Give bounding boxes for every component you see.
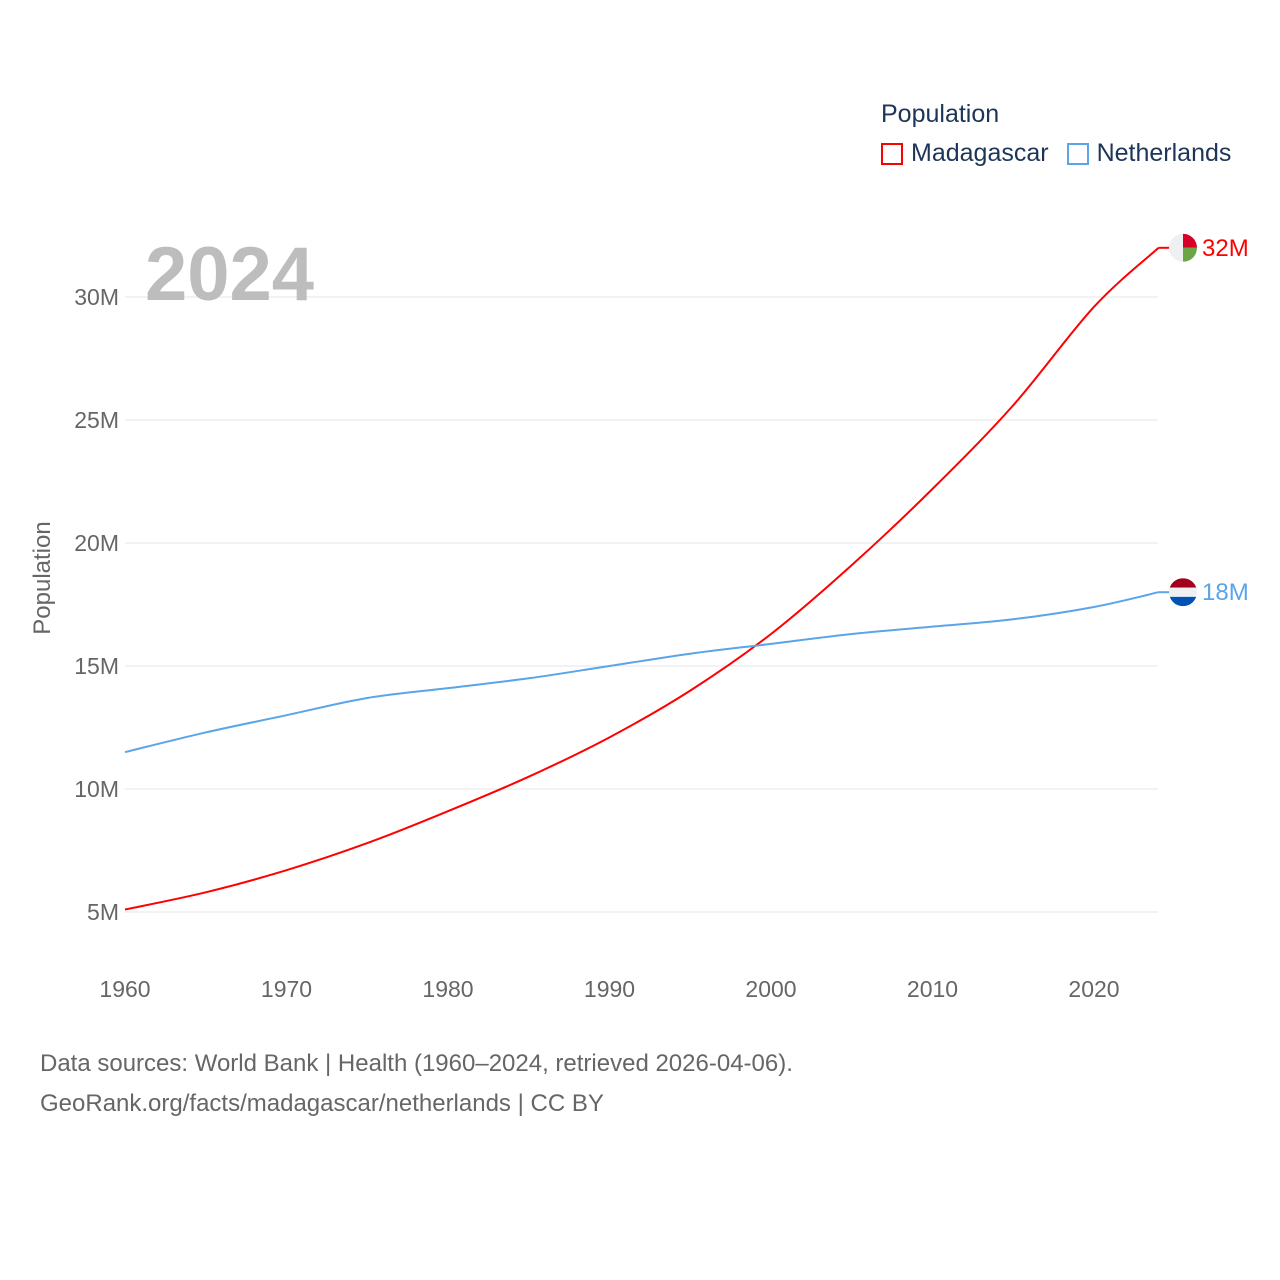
flag-red (1183, 233, 1197, 248)
attribution-link[interactable]: GeoRank.org/facts/madagascar/netherlands… (40, 1090, 604, 1117)
x-tick-label: 1990 (584, 976, 635, 1002)
legend-item-madagascar[interactable]: Madagascar (881, 139, 1049, 168)
legend-swatch-madagascar (881, 142, 903, 165)
y-axis-ticks: 5M 10M 15M 20M 25M 30M (74, 284, 119, 925)
x-tick-label: 2010 (907, 976, 958, 1002)
y-axis-label: Population (29, 521, 56, 634)
y-tick-label: 15M (74, 653, 119, 679)
netherlands-end-label: 18M (1202, 579, 1249, 606)
series-lines: 32M 18M (124, 233, 1249, 911)
madagascar-line (124, 247, 1160, 911)
y-tick-label: 10M (74, 776, 119, 802)
x-tick-label: 1980 (422, 976, 473, 1002)
netherlands-line (124, 591, 1159, 754)
x-tick-label: 2020 (1068, 976, 1119, 1002)
legend-swatch-netherlands (1066, 142, 1089, 165)
flag-green (1183, 247, 1197, 262)
legend-title: Population (881, 100, 1000, 128)
y-tick-label: 5M (87, 899, 119, 925)
legend-item-netherlands[interactable]: Netherlands (1066, 139, 1232, 168)
netherlands-flag-icon (1169, 578, 1197, 607)
y-tick-label: 25M (74, 407, 119, 433)
legend-label: Netherlands (1096, 139, 1232, 167)
x-axis-ticks: 1960 1970 1980 1990 2000 2010 2020 (99, 976, 1119, 1002)
flag-red (1169, 578, 1197, 589)
flag-white (1169, 587, 1197, 597)
data-source-text: Data sources: World Bank | Health (1960–… (40, 1050, 793, 1077)
legend: Population Madagascar Netherlands (881, 100, 1249, 168)
y-tick-label: 20M (74, 530, 119, 556)
x-tick-label: 2000 (745, 976, 796, 1002)
gridlines (125, 296, 1158, 913)
madagascar-flag-icon (1169, 233, 1197, 262)
legend-label: Madagascar (911, 139, 1049, 167)
flag-blue (1169, 596, 1197, 607)
x-tick-label: 1960 (99, 976, 150, 1002)
footer: Data sources: World Bank | Health (1960–… (40, 1044, 793, 1124)
madagascar-end-label: 32M (1202, 235, 1249, 262)
y-tick-label: 30M (74, 284, 119, 310)
year-watermark: 2024 (145, 232, 314, 317)
x-tick-label: 1970 (261, 976, 312, 1002)
